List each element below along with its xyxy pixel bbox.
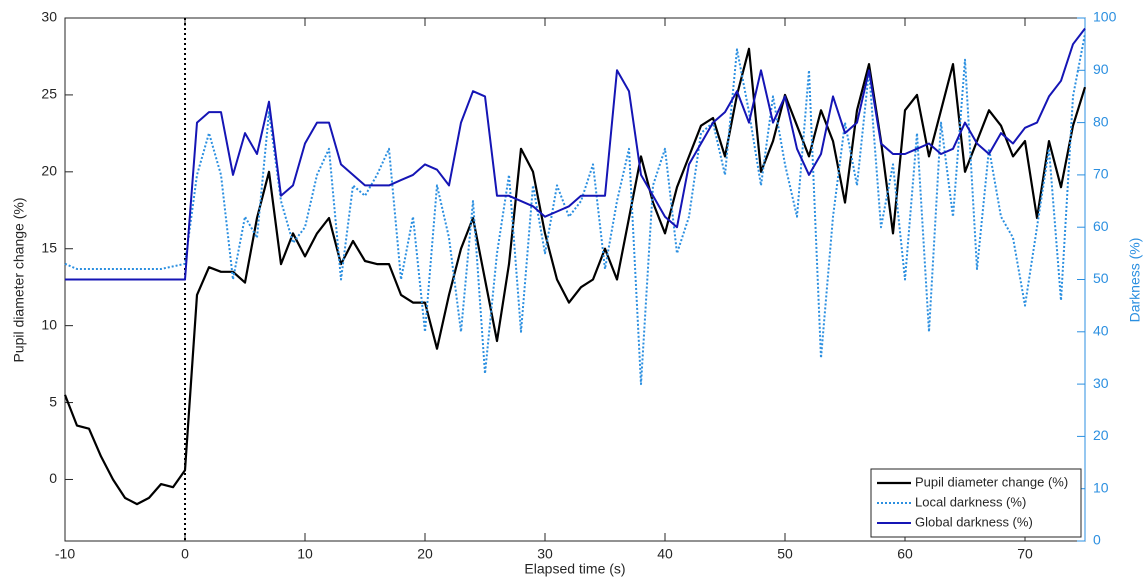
- legend-label: Global darkness (%): [915, 514, 1033, 529]
- y2-axis-label: Darkness (%): [1127, 238, 1143, 323]
- y2-tick-label: 60: [1093, 218, 1109, 234]
- y-axis-label: Pupil diameter change (%): [11, 198, 27, 363]
- x-tick-label: -10: [55, 546, 75, 562]
- y2-tick-label: 10: [1093, 479, 1109, 495]
- series-line: [64, 33, 1086, 386]
- y2-tick-label: 70: [1093, 166, 1109, 182]
- x-tick-label: 70: [1017, 546, 1033, 562]
- legend-label: Pupil diameter change (%): [915, 474, 1068, 489]
- series-line: [65, 27, 1086, 281]
- y-tick-label: 25: [41, 86, 57, 102]
- y-tick-label: 0: [49, 470, 57, 486]
- y2-tick-label: 90: [1093, 61, 1109, 77]
- y2-tick-label: 0: [1093, 532, 1101, 548]
- y-tick-label: 30: [41, 9, 57, 25]
- y-tick-label: 10: [41, 316, 57, 332]
- y2-tick-label: 80: [1093, 113, 1109, 129]
- y2-tick-label: 30: [1093, 375, 1109, 391]
- x-axis-label: Elapsed time (s): [524, 561, 625, 577]
- y-tick-label: 5: [49, 393, 57, 409]
- y2-tick-label: 20: [1093, 427, 1109, 443]
- x-tick-label: 20: [417, 546, 433, 562]
- x-tick-label: 30: [537, 546, 553, 562]
- x-tick-label: 0: [181, 546, 189, 562]
- y2-tick-label: 50: [1093, 270, 1109, 286]
- y-tick-label: 20: [41, 163, 57, 179]
- legend-label: Local darkness (%): [915, 494, 1026, 509]
- x-tick-label: 40: [657, 546, 673, 562]
- x-tick-label: 50: [777, 546, 793, 562]
- y2-tick-label: 40: [1093, 323, 1109, 339]
- y2-tick-label: 100: [1093, 9, 1117, 25]
- x-tick-label: 60: [897, 546, 913, 562]
- x-tick-label: 10: [297, 546, 313, 562]
- plot-frame: [64, 17, 1086, 542]
- y-tick-label: 15: [41, 239, 57, 255]
